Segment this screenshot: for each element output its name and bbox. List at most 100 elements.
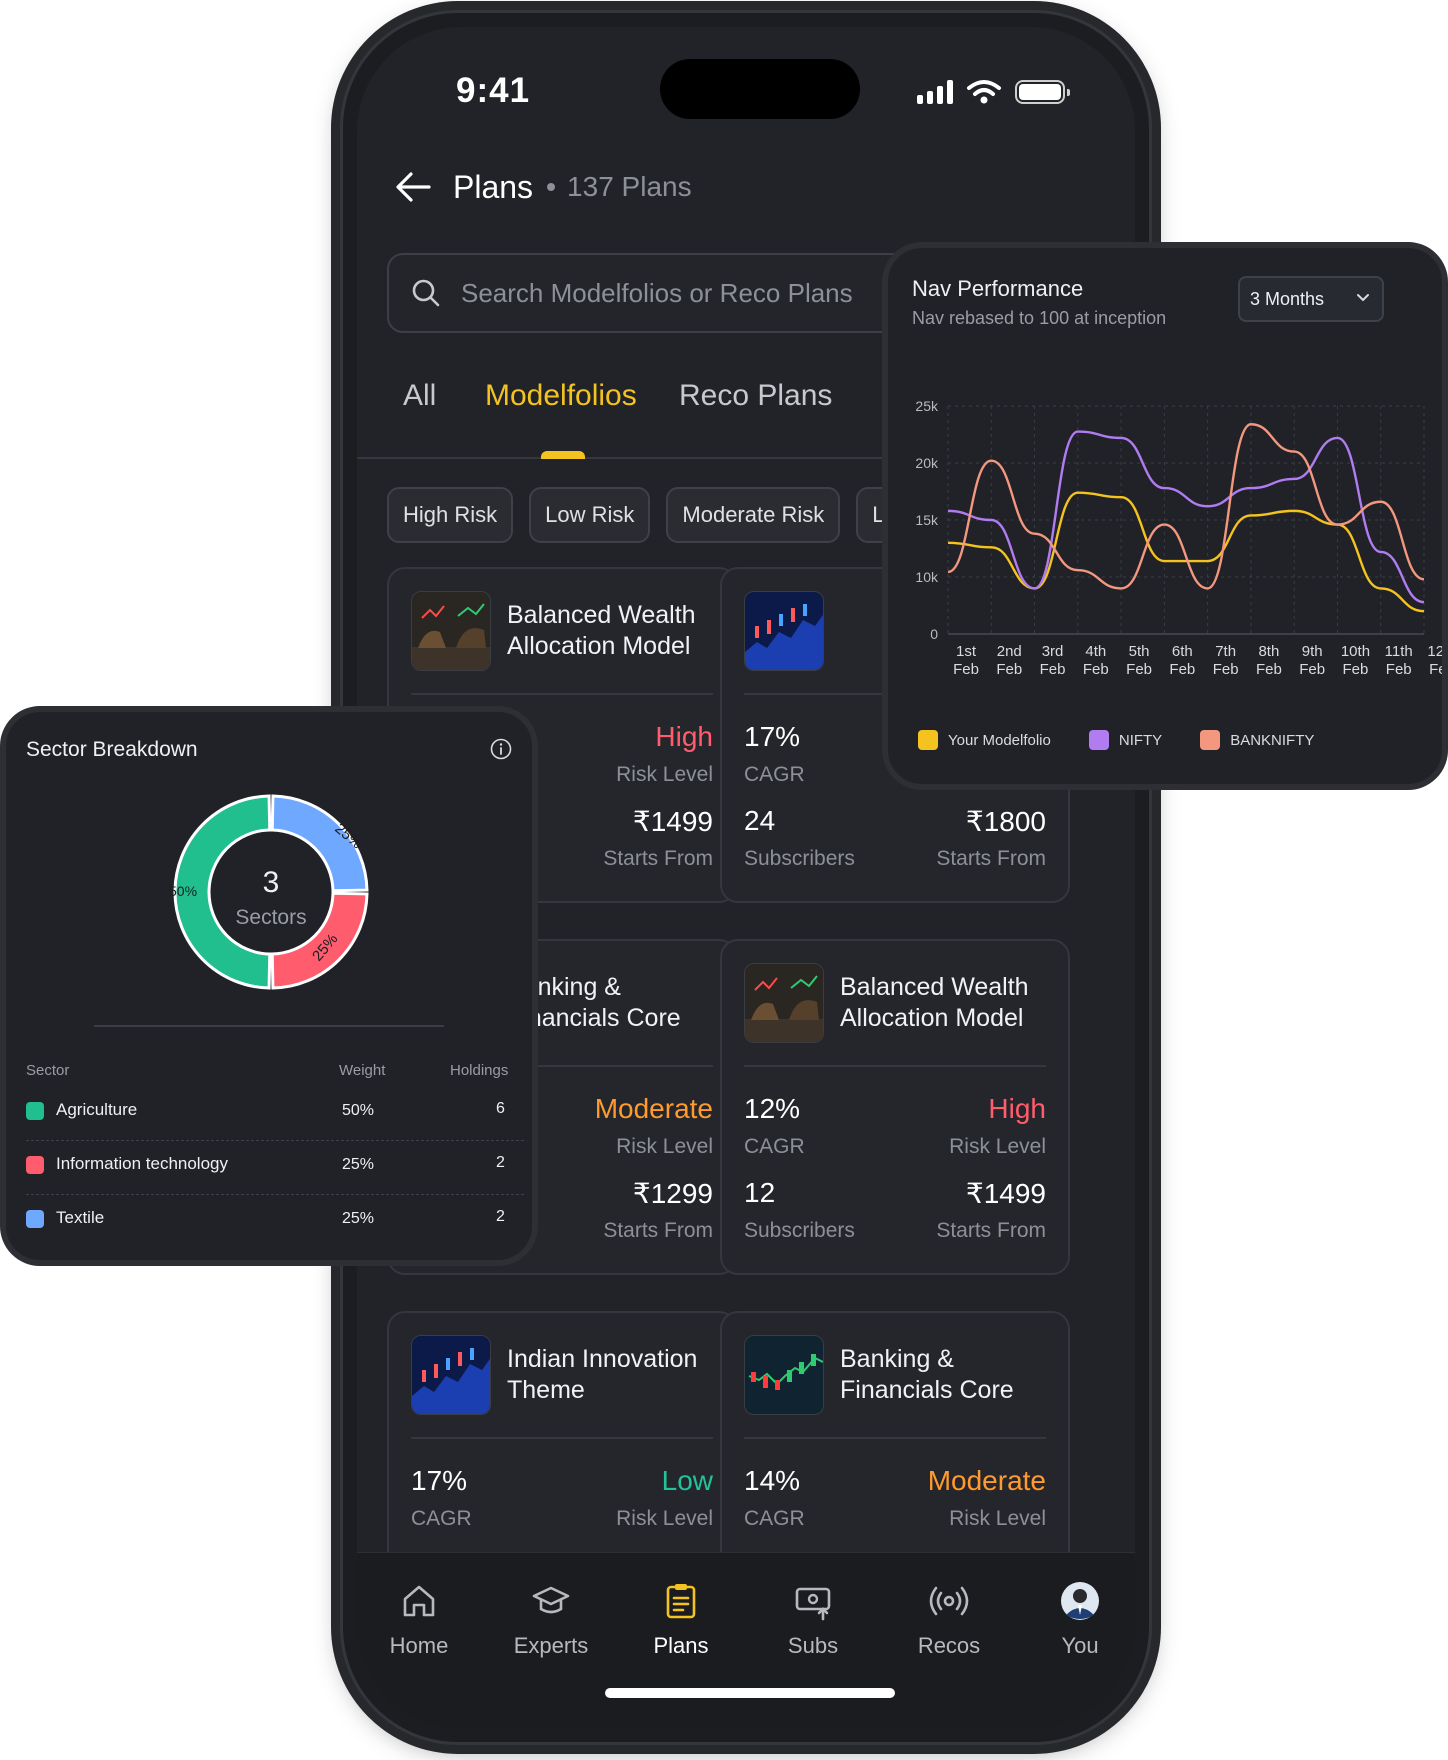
home-icon bbox=[403, 1585, 435, 1617]
price-label: Starts From bbox=[603, 847, 713, 870]
home-indicator bbox=[605, 1688, 895, 1698]
x-tick-label: 8th bbox=[1258, 643, 1279, 660]
sector-row: Information technology 25% 2 bbox=[26, 1142, 524, 1192]
x-tick-label: Feb bbox=[1386, 661, 1412, 678]
nav-performance-subtitle: Nav rebased to 100 at inception bbox=[912, 308, 1167, 328]
battery-icon bbox=[1015, 80, 1070, 104]
cagr-value: 14% bbox=[744, 1465, 801, 1496]
tab-all[interactable]: All bbox=[403, 379, 437, 412]
chip-moderate-risk[interactable]: Moderate Risk bbox=[666, 487, 841, 543]
x-tick-label: Feb bbox=[996, 661, 1022, 678]
x-tick-label: 5th bbox=[1129, 643, 1150, 660]
x-tick-label: Feb bbox=[1213, 661, 1239, 678]
tab-modelfolios[interactable]: Modelfolios bbox=[485, 379, 637, 412]
price-value: ₹1499 bbox=[632, 806, 713, 837]
price-label: Starts From bbox=[936, 847, 1046, 870]
x-tick-label: Feb bbox=[1256, 661, 1282, 678]
chip-low-risk[interactable]: Low Risk bbox=[529, 487, 651, 543]
status-icons bbox=[917, 79, 1070, 105]
legend-item: NIFTY bbox=[1088, 730, 1163, 750]
x-tick-label: Feb bbox=[1343, 661, 1369, 678]
slice-label: 50% bbox=[169, 883, 197, 899]
series-line bbox=[947, 430, 1425, 604]
legend-item: BANKNIFTY bbox=[1200, 730, 1314, 750]
donut-center-label: Sectors bbox=[235, 906, 306, 929]
nav-performance-title: Nav Performance bbox=[912, 276, 1084, 301]
x-tick-label: 2nd bbox=[997, 643, 1022, 660]
legend-label: BANKNIFTY bbox=[1230, 731, 1315, 749]
subscribers-label: Subscribers bbox=[744, 847, 855, 870]
legend-item: Your Modelfolio bbox=[918, 730, 1051, 750]
nav-experts[interactable]: Experts bbox=[491, 1581, 611, 1659]
tab-bar: All Modelfolios Reco Plans bbox=[357, 379, 1135, 459]
chip-high-risk[interactable]: High Risk bbox=[387, 487, 514, 543]
cagr-label: CAGR bbox=[744, 1507, 805, 1530]
info-icon[interactable] bbox=[490, 738, 512, 760]
x-tick-label: Feb bbox=[1299, 661, 1325, 678]
clipboard-icon bbox=[666, 1584, 696, 1619]
risk-label: Risk Level bbox=[616, 1507, 713, 1530]
nav-plans[interactable]: Plans bbox=[621, 1581, 741, 1659]
x-tick-label: 11th bbox=[1385, 643, 1413, 660]
legend-swatch bbox=[1088, 730, 1109, 750]
series-line bbox=[947, 423, 1425, 590]
x-tick-label: Feb bbox=[1040, 661, 1066, 678]
plan-name: Balanced Wealth Allocation Model bbox=[840, 973, 1029, 1032]
nav-label: Experts bbox=[513, 1633, 589, 1658]
sector-weight: 25% bbox=[342, 1210, 375, 1227]
col-header-sector: Sector bbox=[26, 1062, 70, 1079]
cagr-value: 17% bbox=[411, 1465, 468, 1496]
legend-swatch bbox=[1200, 730, 1221, 750]
nav-home[interactable]: Home bbox=[359, 1581, 479, 1659]
plan-card[interactable]: Balanced Wealth Allocation Model 12% CAG… bbox=[720, 939, 1070, 1275]
x-tick-label: Feb bbox=[1429, 661, 1442, 678]
price-value: ₹1299 bbox=[632, 1178, 713, 1209]
risk-value: Moderate bbox=[927, 1465, 1046, 1496]
price-value: ₹1800 bbox=[965, 806, 1046, 837]
sector-holdings: 6 bbox=[496, 1100, 505, 1117]
x-tick-label: Feb bbox=[953, 661, 979, 678]
sector-name: Information technology bbox=[56, 1154, 228, 1173]
sector-weight: 25% bbox=[342, 1156, 375, 1173]
sector-swatch bbox=[26, 1156, 44, 1174]
nav-line-chart: 25k20k15k10k01stFeb2ndFeb3rdFeb4thFeb5th… bbox=[915, 398, 1442, 678]
sector-holdings: 2 bbox=[496, 1208, 505, 1225]
risk-value: Moderate bbox=[594, 1093, 713, 1124]
risk-label: Risk Level bbox=[616, 1135, 713, 1158]
price-value: ₹1499 bbox=[965, 1178, 1046, 1209]
risk-label: Risk Level bbox=[616, 763, 713, 786]
range-dropdown[interactable]: 3 Months bbox=[1238, 276, 1384, 322]
bottom-nav: Home Experts Plans Subs Recos You bbox=[357, 1552, 1135, 1728]
plan-name: Indian Innovation Theme bbox=[507, 1345, 698, 1404]
cagr-value: 12% bbox=[744, 1093, 801, 1124]
y-tick-label: 0 bbox=[930, 626, 938, 642]
legend-swatch bbox=[918, 730, 938, 750]
price-label: Starts From bbox=[603, 1219, 713, 1242]
sector-breakdown-card: Sector Breakdown 3 Sectors 25% 25% 50% S… bbox=[0, 706, 538, 1266]
legend-label: NIFTY bbox=[1118, 731, 1163, 749]
donut-slice bbox=[270, 794, 369, 893]
nav-label: Home bbox=[389, 1633, 449, 1658]
plan-name: Banking & Financials Core bbox=[507, 973, 681, 1032]
subscribers-label: Subscribers bbox=[744, 1219, 855, 1242]
risk-label: Risk Level bbox=[949, 1507, 1046, 1530]
x-tick-label: 12th bbox=[1427, 643, 1442, 660]
plan-name: Banking & Financials Core bbox=[840, 1345, 1014, 1404]
donut-center-value: 3 bbox=[263, 866, 280, 899]
subscribers-value: 24 bbox=[744, 805, 776, 836]
chart-legend: Your Modelfolio NIFTY BANKNIFTY bbox=[918, 730, 1314, 750]
x-tick-label: Feb bbox=[1169, 661, 1195, 678]
back-arrow-icon[interactable] bbox=[393, 167, 433, 207]
candlestick-thumbnail bbox=[744, 591, 824, 671]
nav-you[interactable]: You bbox=[1020, 1581, 1135, 1659]
tab-reco-plans[interactable]: Reco Plans bbox=[679, 379, 833, 412]
sector-donut-chart: 3 Sectors 25% 25% 50% bbox=[169, 794, 369, 990]
nav-subs[interactable]: Subs bbox=[753, 1581, 873, 1659]
range-value: 3 Months bbox=[1250, 289, 1325, 309]
sector-name: Agriculture bbox=[56, 1100, 138, 1119]
subscription-icon bbox=[795, 1587, 831, 1621]
subscribers-value: 12 bbox=[744, 1177, 776, 1208]
nav-recos[interactable]: Recos bbox=[889, 1581, 1009, 1659]
x-tick-label: 9th bbox=[1302, 643, 1323, 660]
x-tick-label: Feb bbox=[1083, 661, 1109, 678]
